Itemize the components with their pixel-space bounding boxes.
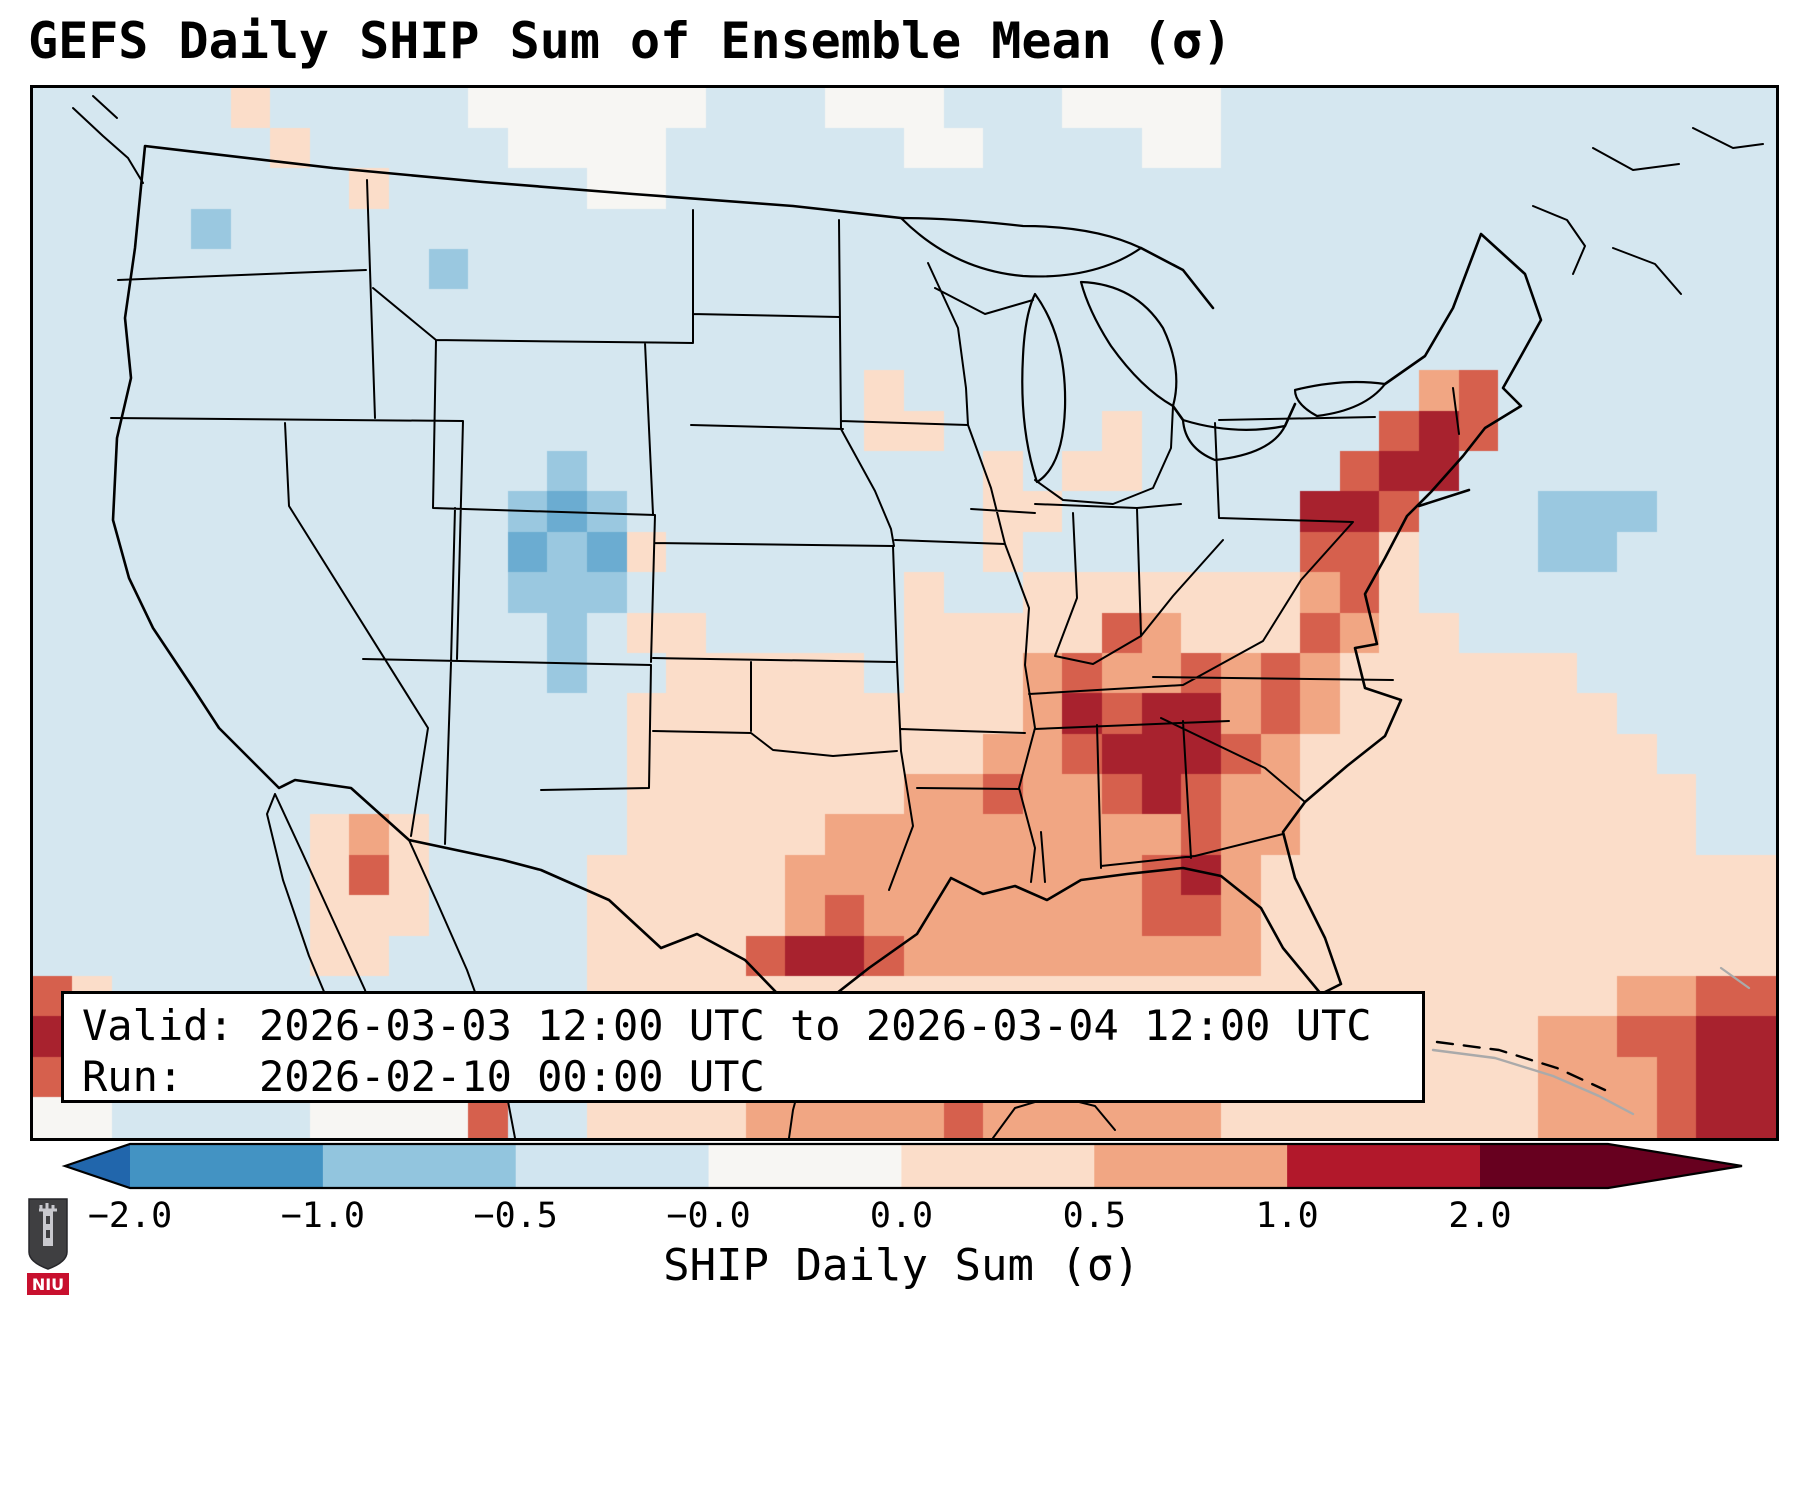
colorbar-segment: [322, 1144, 517, 1188]
logo-tower-crenellation: [39, 1203, 57, 1212]
niu-logo: NIU: [24, 1196, 72, 1298]
colorbar-segment: [515, 1144, 710, 1188]
colorbar-tick-label: 2.0: [1448, 1196, 1512, 1236]
run-time-text: Run: 2026-02-10 00:00 UTC: [82, 1052, 765, 1101]
logo-tower-window: [46, 1230, 50, 1238]
colorbar-segment: [708, 1144, 903, 1188]
logo-text: NIU: [32, 1275, 64, 1294]
valid-time-text: Valid: 2026-03-03 12:00 UTC to 2026-03-0…: [82, 1001, 1372, 1050]
colorbar-segment: [1094, 1144, 1288, 1188]
colorbar-tick-label: 1.0: [1255, 1196, 1319, 1236]
colorbar-segment: [130, 1144, 324, 1188]
colorbar-ticks: −2.0 −1.0 −0.5 −0.0 0.0 0.5 1.0 2.0: [0, 1196, 1803, 1240]
logo-tower: [43, 1210, 53, 1246]
map-area: Valid: 2026-03-03 12:00 UTC to 2026-03-0…: [30, 85, 1779, 1141]
colorbar-tick-label: −0.0: [666, 1196, 751, 1236]
logo-banner: [27, 1273, 69, 1295]
colorbar-outline: [61, 1142, 1743, 1190]
logo-tower-window: [46, 1216, 50, 1224]
colorbar-tick-label: 0.5: [1062, 1196, 1126, 1236]
colorbar-segment: [65, 1144, 130, 1188]
colorbar-segment: [901, 1144, 1096, 1188]
colorbar-tick-label: −0.5: [473, 1196, 558, 1236]
colorbar-tick-label: 0.0: [869, 1196, 934, 1236]
colorbar-tick-label: −2.0: [87, 1196, 173, 1236]
heatmap-canvas: [33, 88, 1776, 1138]
colorbar-tick-label: −1.0: [280, 1196, 365, 1236]
colorbar-svg: [61, 1142, 1743, 1190]
colorbar-label: SHIP Daily Sum (σ): [663, 1240, 1140, 1291]
figure-title: GEFS Daily SHIP Sum of Ensemble Mean (σ): [28, 12, 1233, 70]
colorbar-segment: [1287, 1144, 1481, 1188]
info-box: Valid: 2026-03-03 12:00 UTC to 2026-03-0…: [61, 991, 1425, 1103]
colorbar-segment: [1480, 1144, 1742, 1188]
